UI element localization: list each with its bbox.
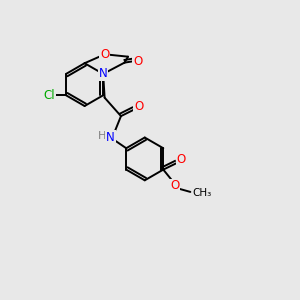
Text: O: O [134,100,143,113]
Text: H: H [98,131,106,141]
Text: N: N [99,68,107,80]
Text: O: O [170,179,179,193]
Text: CH₃: CH₃ [192,188,212,197]
Text: O: O [133,55,142,68]
Text: Cl: Cl [43,89,55,102]
Text: O: O [100,48,110,61]
Text: N: N [106,131,115,144]
Text: O: O [176,153,186,166]
